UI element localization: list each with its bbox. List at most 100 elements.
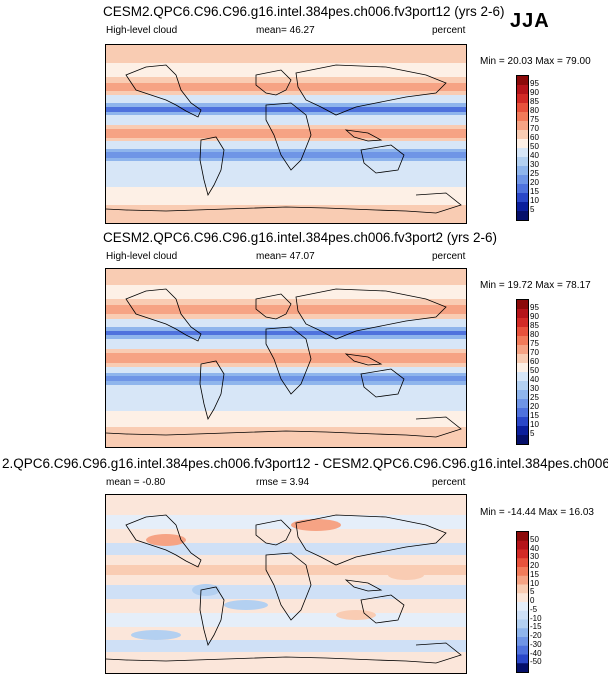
colorbar-level-label: 90: [530, 312, 539, 321]
colorbar-segment: [517, 193, 528, 203]
colorbar-segment: [517, 390, 528, 400]
colorbar-level-label: 95: [530, 79, 539, 88]
colorbar-level-label: 95: [530, 303, 539, 312]
panel3-units: percent: [432, 477, 466, 488]
colorbar-segment: [517, 584, 528, 594]
panel1-minmax: Min = 20.03 Max = 79.00: [480, 56, 591, 67]
colorbar-segment: [517, 602, 528, 612]
colorbar-level-label: 50: [530, 142, 539, 151]
panel1-title: CESM2.QPC6.C96.C96.g16.intel.384pes.ch00…: [103, 4, 505, 19]
panel1-colorbar: [516, 75, 529, 221]
colorbar-segment: [517, 157, 528, 167]
colorbar-segment: [517, 166, 528, 176]
panel3-map: [105, 494, 467, 674]
colorbar-level-label: -15: [530, 622, 542, 632]
panel2-coastlines: [106, 288, 462, 438]
colorbar-segment: [517, 435, 528, 444]
colorbar-segment: [517, 381, 528, 391]
colorbar-level-label: 20: [530, 561, 539, 570]
colorbar-segment: [517, 540, 528, 550]
panel3-rmse: rmse = 3.94: [256, 477, 310, 488]
colorbar-segment: [517, 148, 528, 158]
colorbar-level-label: 80: [530, 106, 539, 115]
panel2-variable-label: High-level cloud: [106, 251, 178, 262]
colorbar-level-label: 40: [530, 543, 539, 553]
colorbar-segment: [517, 327, 528, 337]
panel1-mean: mean= 46.27: [256, 25, 315, 36]
panel1-coastlines: [106, 64, 462, 214]
panel2-minmax: Min = 19.72 Max = 78.17: [480, 280, 591, 291]
colorbar-level-label: 10: [530, 578, 539, 588]
colorbar-level-label: 0: [530, 596, 535, 605]
panel1-units: percent: [432, 25, 466, 36]
colorbar-level-label: -50: [530, 657, 542, 667]
colorbar-level-label: 85: [530, 321, 539, 330]
colorbar-segment: [517, 130, 528, 140]
panel2-map: [105, 268, 467, 448]
colorbar-level-label: 30: [530, 384, 539, 393]
colorbar-segment: [517, 637, 528, 647]
colorbar-level-label: 20: [530, 178, 539, 187]
colorbar-level-label: 60: [530, 133, 539, 142]
colorbar-level-label: 70: [530, 124, 539, 133]
colorbar-level-label: -40: [530, 648, 542, 658]
colorbar-level-label: 80: [530, 330, 539, 339]
colorbar-level-label: 20: [530, 402, 539, 411]
colorbar-segment: [517, 202, 528, 212]
panel3-colorbar-fill: [517, 532, 528, 672]
colorbar-level-label: 75: [530, 115, 539, 124]
panel3-mean: mean = -0.80: [106, 477, 166, 488]
colorbar-level-label: -5: [530, 604, 538, 614]
colorbar-segment: [517, 575, 528, 585]
colorbar-segment: [517, 417, 528, 427]
colorbar-level-label: -30: [530, 639, 542, 649]
panel3-colorbar: [516, 531, 529, 673]
panel3-minmax: Min = -14.44 Max = 16.03: [480, 507, 594, 518]
colorbar-segment: [517, 336, 528, 346]
colorbar-segment: [517, 408, 528, 418]
colorbar-level-label: 50: [530, 366, 539, 375]
panel2-mean: mean= 47.07: [256, 251, 315, 262]
colorbar-segment: [517, 558, 528, 568]
colorbar-level-label: 5: [530, 205, 535, 214]
colorbar-segment: [517, 363, 528, 373]
panel2-field: [106, 269, 466, 447]
colorbar-segment: [517, 94, 528, 104]
panel3-title: 2.QPC6.C96.C96.g16.intel.384pes.ch006.fv…: [2, 456, 608, 471]
panel2-units: percent: [432, 251, 466, 262]
colorbar-level-label: -20: [530, 631, 542, 640]
colorbar-level-label: 75: [530, 339, 539, 348]
panel3-field: [106, 495, 466, 673]
colorbar-level-label: -10: [530, 613, 542, 623]
colorbar-segment: [517, 76, 528, 86]
panel2-title: CESM2.QPC6.C96.C96.g16.intel.384pes.ch00…: [103, 230, 497, 245]
colorbar-segment: [517, 184, 528, 194]
colorbar-segment: [517, 593, 528, 603]
colorbar-segment: [517, 663, 528, 672]
colorbar-level-label: 30: [530, 160, 539, 169]
colorbar-level-label: 50: [530, 534, 539, 544]
panel2-colorbar: [516, 299, 529, 445]
colorbar-segment: [517, 121, 528, 131]
colorbar-segment: [517, 175, 528, 185]
colorbar-segment: [517, 567, 528, 577]
colorbar-segment: [517, 103, 528, 113]
colorbar-segment: [517, 309, 528, 319]
colorbar-level-label: 15: [530, 187, 539, 196]
colorbar-segment: [517, 619, 528, 629]
panel2-colorbar-fill: [517, 300, 528, 444]
colorbar-level-label: 15: [530, 569, 539, 579]
colorbar-level-label: 60: [530, 357, 539, 366]
colorbar-level-label: 85: [530, 97, 539, 106]
colorbar-level-label: 10: [530, 196, 539, 205]
colorbar-level-label: 5: [530, 429, 535, 438]
colorbar-level-label: 10: [530, 420, 539, 429]
colorbar-segment: [517, 139, 528, 149]
colorbar-segment: [517, 372, 528, 382]
colorbar-segment: [517, 354, 528, 364]
colorbar-segment: [517, 300, 528, 310]
colorbar-level-label: 5: [530, 587, 535, 597]
panel1-field: [106, 45, 466, 223]
colorbar-segment: [517, 610, 528, 620]
colorbar-level-label: 40: [530, 375, 539, 384]
